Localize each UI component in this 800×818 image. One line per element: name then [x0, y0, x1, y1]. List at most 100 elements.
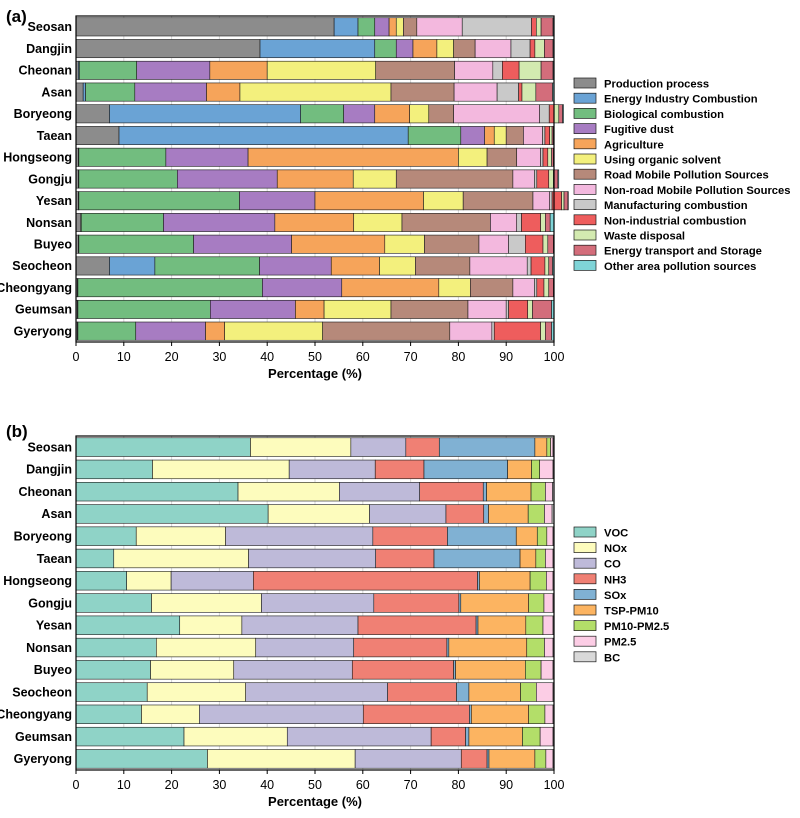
bar-asan-tsp-pm10: [488, 504, 529, 524]
legend-label: Non-industrial combustion: [604, 215, 746, 227]
bar-dangjin-co: [288, 459, 376, 480]
bar-gongju-non-road-mobile-pollution-sources: [512, 169, 535, 189]
bar-yesan-waste-disposal: [561, 191, 565, 211]
bar-asan-non-industrial-combustion: [518, 82, 523, 102]
bar-seocheon-agriculture: [330, 256, 380, 276]
bar-seocheon-tsp-pm10: [468, 682, 521, 702]
bar-cheonan-agriculture: [209, 60, 268, 80]
bar-gongju-nox: [151, 593, 262, 613]
bar-boryeong-manufacturing-combustion: [539, 104, 550, 124]
x-tick-label: 80: [451, 350, 465, 364]
bar-taean-nh3: [375, 548, 435, 569]
bar-gongju-biological-combustion: [78, 169, 178, 189]
bar-cheonan-co: [339, 482, 420, 502]
bar-hongseong-manufacturing-combustion: [540, 147, 544, 167]
category-label: Yesan: [36, 194, 72, 208]
bar-cheonan-waste-disposal: [518, 60, 542, 80]
bar-taean-co: [248, 548, 377, 569]
bar-seocheon-biological-combustion: [154, 256, 260, 276]
legend-item-waste-disposal: Waste disposal: [573, 229, 685, 243]
bar-buyeo-biological-combustion: [78, 234, 194, 254]
bar-taean-waste-disposal: [549, 126, 553, 145]
legend-item-manufacturing-combustion: Manufacturing combustion: [573, 199, 748, 212]
bar-seocheon-manufacturing-combustion: [526, 256, 532, 276]
bar-gongju-road-mobile-pollution-sources: [395, 169, 514, 189]
bar-seocheon-energy-industry-combustion: [109, 256, 156, 276]
bar-gyeryong-pm10-pm2-5: [534, 749, 547, 769]
legend-item-non-industrial-combustion: Non-industrial combustion: [573, 214, 746, 227]
bar-buyeo-co: [233, 660, 353, 680]
panel-label: (a): [6, 7, 27, 26]
bar-buyeo-waste-disposal: [542, 234, 549, 254]
bar-cheongyang-voc: [75, 704, 142, 724]
bar-boryeong-fugitive-dust: [343, 104, 376, 124]
x-tick-label: 30: [212, 778, 226, 792]
bar-seocheon-pm10-pm2-5: [520, 682, 537, 702]
bar-seocheon-voc: [75, 682, 148, 702]
x-tick-label: 0: [73, 350, 80, 364]
bar-taean-voc: [75, 548, 115, 569]
bar-gongju-pm10-pm2-5: [528, 593, 545, 613]
bar-dangjin-non-road-mobile-pollution-sources: [474, 39, 512, 59]
bar-dangjin-tsp-pm10: [507, 459, 532, 480]
bar-seosan-energy-industry-combustion: [333, 17, 359, 37]
legend-swatch: [573, 244, 597, 256]
bar-gyeryong-voc: [75, 749, 208, 769]
category-label: Nonsan: [26, 216, 72, 230]
bar-geumsan-fugitive-dust: [210, 299, 296, 319]
bar-yesan-fugitive-dust: [239, 191, 316, 211]
category-label: Gyeryong: [14, 324, 72, 338]
bar-seocheon-energy-transport-and-storage: [548, 256, 553, 276]
bar-gyeryong-fugitive-dust: [135, 321, 206, 341]
legend-swatch: [573, 635, 597, 647]
bar-hongseong-waste-disposal: [547, 147, 552, 167]
x-tick-label: 10: [117, 778, 131, 792]
bar-nonsan-energy-transport-and-storage: [545, 213, 551, 232]
bar-seosan-waste-disposal: [536, 17, 542, 37]
category-label: Asan: [41, 85, 72, 99]
x-tick-label: 90: [499, 350, 513, 364]
bar-yesan-nh3: [357, 615, 477, 635]
bar-yesan-road-mobile-pollution-sources: [462, 191, 534, 211]
bar-geumsan-tsp-pm10: [468, 726, 523, 747]
x-tick-label: 70: [404, 778, 418, 792]
bar-gyeryong-pm2-5: [545, 749, 554, 769]
legend-swatch: [573, 620, 597, 631]
bar-nonsan-tsp-pm10: [448, 637, 528, 658]
bar-geumsan-using-organic-solvent: [323, 299, 392, 319]
category-label: Cheonan: [19, 64, 72, 78]
bar-buyeo-manufacturing-combustion: [508, 234, 526, 254]
bar-geumsan-agriculture: [295, 299, 325, 319]
bar-geumsan-sox: [465, 726, 470, 747]
bar-nonsan-nox: [156, 637, 257, 658]
bar-geumsan-voc: [75, 726, 185, 747]
bar-hongseong-tsp-pm10: [479, 571, 531, 591]
legend-item-tsp-pm10: TSP-PM10: [573, 604, 659, 618]
bar-yesan-co: [241, 615, 359, 635]
bar-seosan-tsp-pm10: [534, 437, 548, 457]
bar-seocheon-waste-disposal: [544, 256, 550, 276]
bar-seosan-non-industrial-combustion: [531, 17, 537, 37]
bar-buyeo-using-organic-solvent: [384, 234, 425, 254]
legend-item-energy-transport-and-storage: Energy transport and Storage: [573, 244, 762, 258]
legend-item-voc: VOC: [573, 526, 628, 540]
bar-nonsan-non-road-mobile-pollution-sources: [490, 213, 518, 232]
bar-gyeryong-waste-disposal: [540, 321, 546, 341]
bar-boryeong-pm2-5: [546, 526, 554, 546]
bar-asan-fugitive-dust: [134, 82, 207, 102]
legend-swatch: [573, 651, 597, 663]
bar-asan-nox: [267, 504, 370, 524]
bar-boryeong-tsp-pm10: [515, 526, 538, 546]
bar-cheonan-voc: [75, 482, 239, 502]
x-tick-label: 20: [165, 350, 179, 364]
x-tick-labels: 0 10 20 30 40 50 60 70 80 90 100: [73, 342, 564, 364]
bar-taean-manufacturing-combustion: [542, 126, 546, 145]
bar-buyeo-energy-transport-and-storage: [547, 234, 554, 254]
bar-gongju-waste-disposal: [548, 169, 554, 189]
bar-taean-using-organic-solvent: [493, 126, 507, 145]
bar-boryeong-production-process: [75, 104, 110, 124]
legend-swatch: [573, 77, 597, 89]
bar-nonsan-fugitive-dust: [163, 213, 276, 232]
panel-b: (b) Seosan Dangjin Cheonan Asan Boryeong Taea…: [0, 422, 669, 809]
legend-label: PM2.5: [604, 637, 636, 649]
